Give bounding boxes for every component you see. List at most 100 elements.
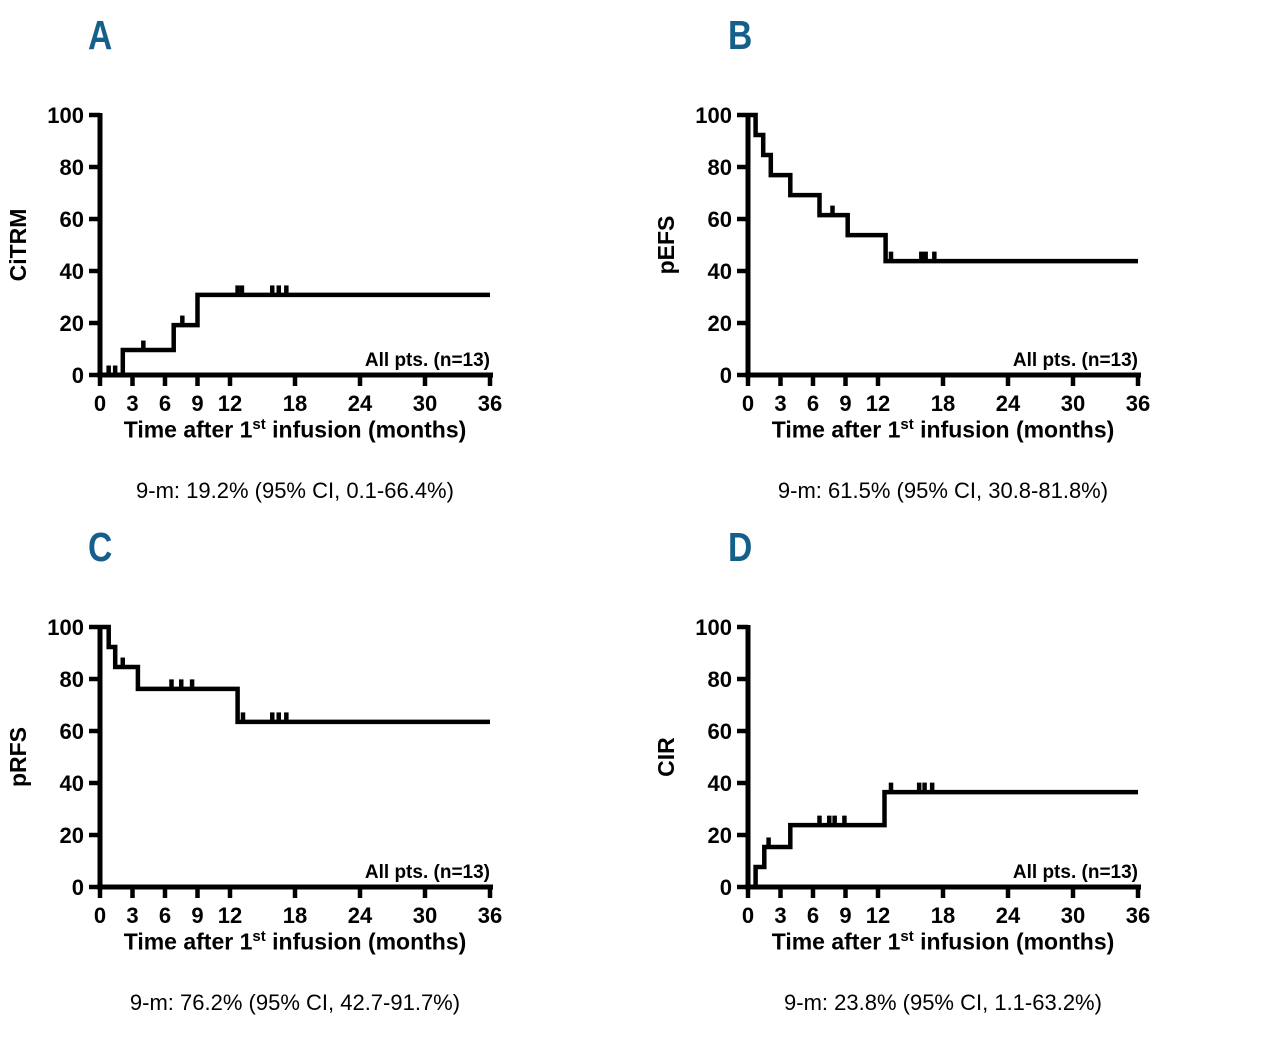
x-tick-label: 18 [931,903,955,928]
y-tick-label: 20 [60,823,84,848]
x-tick-label: 12 [218,903,242,928]
y-tick-label: 20 [708,311,732,336]
y-tick-label: 80 [60,667,84,692]
x-axis-title: Time after 1st infusion (months) [0,416,590,444]
survival-curve [748,112,1138,264]
y-tick-label: 80 [708,667,732,692]
x-tick-label: 6 [807,391,819,416]
panel-b-label: B [728,12,752,58]
x-tick-label: 30 [413,903,437,928]
x-tick-label: 9 [839,391,851,416]
x-tick-label: 0 [742,391,754,416]
y-axis-title: CIR [653,737,679,777]
y-axis-title: CiTRM [5,209,31,282]
x-axis-title-superscript: st [900,416,914,433]
x-axis-title: Time after 1st infusion (months) [0,928,590,956]
x-tick-label: 18 [283,903,307,928]
x-tick-label: 24 [348,903,373,928]
y-tick-label: 0 [72,875,84,900]
x-tick-label: 6 [807,903,819,928]
x-axis-title-superscript: st [252,416,266,433]
x-tick-label: 18 [283,391,307,416]
y-tick-label: 20 [60,311,84,336]
x-axis-title-text: Time after 1 [123,416,253,443]
group-annotation: All pts. (n=13) [365,350,490,371]
x-tick-label: 3 [126,903,138,928]
estimate-caption-d: 9-m: 23.8% (95% CI, 1.1-63.2%) [784,990,1102,1015]
panel-a: A 0 20 40 60 80 100 0 3 6 9 12 18 24 30 36 All pts. (n=… [0,0,640,538]
x-axis-title-text-2: infusion (months) [913,928,1115,955]
y-tick-label: 100 [47,103,84,128]
panel-d-label: D [728,524,752,570]
estimate-caption-a: 9-m: 19.2% (95% CI, 0.1-66.4%) [136,478,454,503]
x-tick-label: 12 [866,903,890,928]
y-axis-title: pRFS [5,727,31,787]
x-tick-label: 6 [159,391,171,416]
x-tick-label: 9 [839,903,851,928]
x-tick-label: 30 [1061,903,1085,928]
y-tick-label: 100 [695,103,732,128]
x-tick-label: 0 [94,391,106,416]
x-axis-title: Time after 1st infusion (months) [648,928,1238,956]
y-tick-label: 100 [47,615,84,640]
x-axis-title-text: Time after 1 [771,416,901,443]
y-tick-label: 40 [708,259,732,284]
x-tick-label: 24 [996,903,1021,928]
estimate-caption-c: 9-m: 76.2% (95% CI, 42.7-91.7%) [129,990,461,1015]
x-axis-title-superscript: st [252,928,266,945]
x-tick-label: 24 [996,391,1021,416]
x-tick-label: 3 [126,391,138,416]
survival-curve [100,292,490,378]
y-tick-label: 0 [720,875,732,900]
x-axis-title-superscript: st [900,928,914,945]
y-tick-label: 0 [720,363,732,388]
survival-curve [748,789,1138,890]
x-tick-label: 36 [478,903,502,928]
group-annotation: All pts. (n=13) [1013,862,1138,883]
x-axis-title-text: Time after 1 [123,928,253,955]
panel-c: C 0 20 40 60 80 100 0 3 6 9 12 18 24 30 36 All pts. (n=… [0,512,640,1050]
x-tick-label: 3 [774,391,786,416]
x-tick-label: 3 [774,903,786,928]
x-tick-label: 36 [478,391,502,416]
y-tick-label: 60 [708,719,732,744]
x-tick-label: 12 [866,391,890,416]
group-annotation: All pts. (n=13) [1013,350,1138,371]
y-tick-label: 40 [708,771,732,796]
x-tick-label: 30 [413,391,437,416]
x-tick-label: 36 [1126,391,1150,416]
x-tick-label: 18 [931,391,955,416]
y-tick-label: 60 [60,207,84,232]
x-tick-label: 0 [742,903,754,928]
y-tick-label: 80 [60,155,84,180]
x-axis-title-text-2: infusion (months) [265,416,467,443]
x-tick-label: 12 [218,391,242,416]
survival-curve [100,624,490,725]
x-axis-title-text: Time after 1 [771,928,901,955]
x-tick-label: 6 [159,903,171,928]
panel-a-label: A [88,12,112,58]
y-tick-label: 100 [695,615,732,640]
y-tick-label: 60 [708,207,732,232]
y-tick-label: 0 [72,363,84,388]
y-tick-label: 60 [60,719,84,744]
y-axis-title: pEFS [653,216,679,275]
y-tick-label: 20 [708,823,732,848]
x-tick-label: 36 [1126,903,1150,928]
group-annotation: All pts. (n=13) [365,862,490,883]
y-tick-label: 40 [60,259,84,284]
estimate-caption-b: 9-m: 61.5% (95% CI, 30.8-81.8%) [777,478,1109,503]
x-tick-label: 30 [1061,391,1085,416]
x-tick-label: 9 [191,391,203,416]
y-tick-label: 80 [708,155,732,180]
x-tick-label: 9 [191,903,203,928]
x-tick-label: 24 [348,391,373,416]
panel-c-label: C [88,524,112,570]
x-axis-title-text-2: infusion (months) [265,928,467,955]
x-axis-title-text-2: infusion (months) [913,416,1115,443]
